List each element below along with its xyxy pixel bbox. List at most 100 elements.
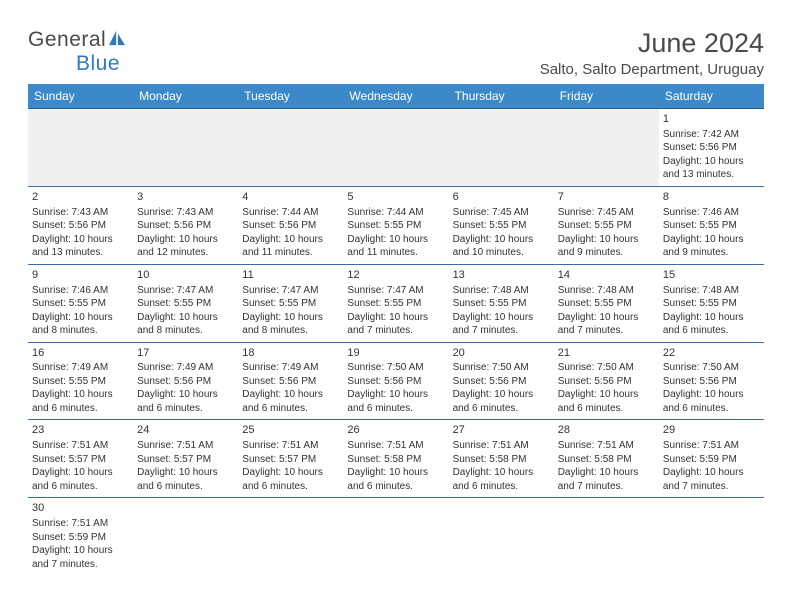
calendar-cell: [659, 498, 764, 575]
calendar-cell: 21Sunrise: 7:50 AMSunset: 5:56 PMDayligh…: [554, 342, 659, 420]
daylight-line: Daylight: 10 hours and 6 minutes.: [347, 466, 444, 493]
day-number: 4: [242, 190, 339, 205]
calendar-cell: 28Sunrise: 7:51 AMSunset: 5:58 PMDayligh…: [554, 420, 659, 498]
sunset-line: Sunset: 5:58 PM: [453, 453, 550, 467]
calendar-cell: 10Sunrise: 7:47 AMSunset: 5:55 PMDayligh…: [133, 264, 238, 342]
day-number: 8: [663, 190, 760, 205]
daylight-line: Daylight: 10 hours and 6 minutes.: [32, 466, 129, 493]
daylight-line: Daylight: 10 hours and 7 minutes.: [663, 466, 760, 493]
sunset-line: Sunset: 5:56 PM: [663, 375, 760, 389]
day-number: 28: [558, 423, 655, 438]
sunset-line: Sunset: 5:58 PM: [558, 453, 655, 467]
calendar-cell: [449, 498, 554, 575]
calendar-cell: 16Sunrise: 7:49 AMSunset: 5:55 PMDayligh…: [28, 342, 133, 420]
daylight-line: Daylight: 10 hours and 6 minutes.: [32, 388, 129, 415]
sunrise-line: Sunrise: 7:49 AM: [137, 361, 234, 375]
sunrise-line: Sunrise: 7:51 AM: [663, 439, 760, 453]
day-number: 10: [137, 268, 234, 283]
sunset-line: Sunset: 5:55 PM: [347, 297, 444, 311]
calendar-cell: 29Sunrise: 7:51 AMSunset: 5:59 PMDayligh…: [659, 420, 764, 498]
calendar-cell: 18Sunrise: 7:49 AMSunset: 5:56 PMDayligh…: [238, 342, 343, 420]
sunset-line: Sunset: 5:58 PM: [347, 453, 444, 467]
sunrise-line: Sunrise: 7:51 AM: [558, 439, 655, 453]
calendar-cell: [449, 109, 554, 187]
sunset-line: Sunset: 5:56 PM: [347, 375, 444, 389]
day-number: 9: [32, 268, 129, 283]
calendar-cell: [28, 109, 133, 187]
calendar-cell: 13Sunrise: 7:48 AMSunset: 5:55 PMDayligh…: [449, 264, 554, 342]
title-block: June 2024 Salto, Salto Department, Urugu…: [540, 28, 764, 78]
calendar-table: SundayMondayTuesdayWednesdayThursdayFrid…: [28, 84, 764, 575]
sunset-line: Sunset: 5:59 PM: [663, 453, 760, 467]
day-number: 21: [558, 346, 655, 361]
sunrise-line: Sunrise: 7:51 AM: [137, 439, 234, 453]
daylight-line: Daylight: 10 hours and 13 minutes.: [663, 155, 760, 182]
sunset-line: Sunset: 5:55 PM: [137, 297, 234, 311]
calendar-cell: 20Sunrise: 7:50 AMSunset: 5:56 PMDayligh…: [449, 342, 554, 420]
sunset-line: Sunset: 5:56 PM: [663, 141, 760, 155]
sunrise-line: Sunrise: 7:48 AM: [558, 284, 655, 298]
daylight-line: Daylight: 10 hours and 7 minutes.: [32, 544, 129, 571]
daylight-line: Daylight: 10 hours and 6 minutes.: [453, 466, 550, 493]
daylight-line: Daylight: 10 hours and 10 minutes.: [453, 233, 550, 260]
day-number: 27: [453, 423, 550, 438]
sunset-line: Sunset: 5:57 PM: [242, 453, 339, 467]
calendar-cell: 30Sunrise: 7:51 AMSunset: 5:59 PMDayligh…: [28, 498, 133, 575]
daylight-line: Daylight: 10 hours and 7 minutes.: [453, 311, 550, 338]
calendar-cell: [343, 109, 448, 187]
sunset-line: Sunset: 5:56 PM: [242, 375, 339, 389]
day-header: Wednesday: [343, 84, 448, 109]
sunset-line: Sunset: 5:55 PM: [347, 219, 444, 233]
sunrise-line: Sunrise: 7:47 AM: [137, 284, 234, 298]
day-number: 22: [663, 346, 760, 361]
sunrise-line: Sunrise: 7:51 AM: [453, 439, 550, 453]
location-text: Salto, Salto Department, Uruguay: [540, 61, 764, 78]
day-number: 18: [242, 346, 339, 361]
day-number: 3: [137, 190, 234, 205]
day-header: Friday: [554, 84, 659, 109]
sunrise-line: Sunrise: 7:50 AM: [347, 361, 444, 375]
daylight-line: Daylight: 10 hours and 8 minutes.: [137, 311, 234, 338]
calendar-cell: 4Sunrise: 7:44 AMSunset: 5:56 PMDaylight…: [238, 186, 343, 264]
daylight-line: Daylight: 10 hours and 6 minutes.: [242, 388, 339, 415]
day-number: 24: [137, 423, 234, 438]
logo-sail-icon: [108, 30, 126, 46]
calendar-cell: [238, 498, 343, 575]
day-header: Sunday: [28, 84, 133, 109]
page-header: General Blue June 2024 Salto, Salto Depa…: [28, 28, 764, 78]
calendar-cell: 17Sunrise: 7:49 AMSunset: 5:56 PMDayligh…: [133, 342, 238, 420]
sunset-line: Sunset: 5:55 PM: [558, 219, 655, 233]
sunrise-line: Sunrise: 7:43 AM: [32, 206, 129, 220]
calendar-cell: 11Sunrise: 7:47 AMSunset: 5:55 PMDayligh…: [238, 264, 343, 342]
month-title: June 2024: [540, 28, 764, 59]
sunrise-line: Sunrise: 7:51 AM: [32, 439, 129, 453]
daylight-line: Daylight: 10 hours and 6 minutes.: [663, 311, 760, 338]
daylight-line: Daylight: 10 hours and 11 minutes.: [242, 233, 339, 260]
sunset-line: Sunset: 5:55 PM: [32, 297, 129, 311]
sunrise-line: Sunrise: 7:47 AM: [242, 284, 339, 298]
day-number: 29: [663, 423, 760, 438]
sunset-line: Sunset: 5:55 PM: [453, 297, 550, 311]
sunrise-line: Sunrise: 7:51 AM: [347, 439, 444, 453]
sunrise-line: Sunrise: 7:42 AM: [663, 128, 760, 142]
sunset-line: Sunset: 5:56 PM: [242, 219, 339, 233]
day-number: 2: [32, 190, 129, 205]
sunrise-line: Sunrise: 7:51 AM: [242, 439, 339, 453]
sunset-line: Sunset: 5:56 PM: [137, 219, 234, 233]
sunset-line: Sunset: 5:55 PM: [663, 297, 760, 311]
sunset-line: Sunset: 5:56 PM: [453, 375, 550, 389]
sunrise-line: Sunrise: 7:47 AM: [347, 284, 444, 298]
sunrise-line: Sunrise: 7:50 AM: [453, 361, 550, 375]
day-header: Saturday: [659, 84, 764, 109]
day-header: Monday: [133, 84, 238, 109]
calendar-head: SundayMondayTuesdayWednesdayThursdayFrid…: [28, 84, 764, 109]
sunrise-line: Sunrise: 7:50 AM: [558, 361, 655, 375]
calendar-cell: 26Sunrise: 7:51 AMSunset: 5:58 PMDayligh…: [343, 420, 448, 498]
calendar-cell: 24Sunrise: 7:51 AMSunset: 5:57 PMDayligh…: [133, 420, 238, 498]
day-number: 16: [32, 346, 129, 361]
daylight-line: Daylight: 10 hours and 6 minutes.: [137, 388, 234, 415]
daylight-line: Daylight: 10 hours and 6 minutes.: [453, 388, 550, 415]
sunrise-line: Sunrise: 7:43 AM: [137, 206, 234, 220]
sunset-line: Sunset: 5:57 PM: [32, 453, 129, 467]
day-header: Tuesday: [238, 84, 343, 109]
